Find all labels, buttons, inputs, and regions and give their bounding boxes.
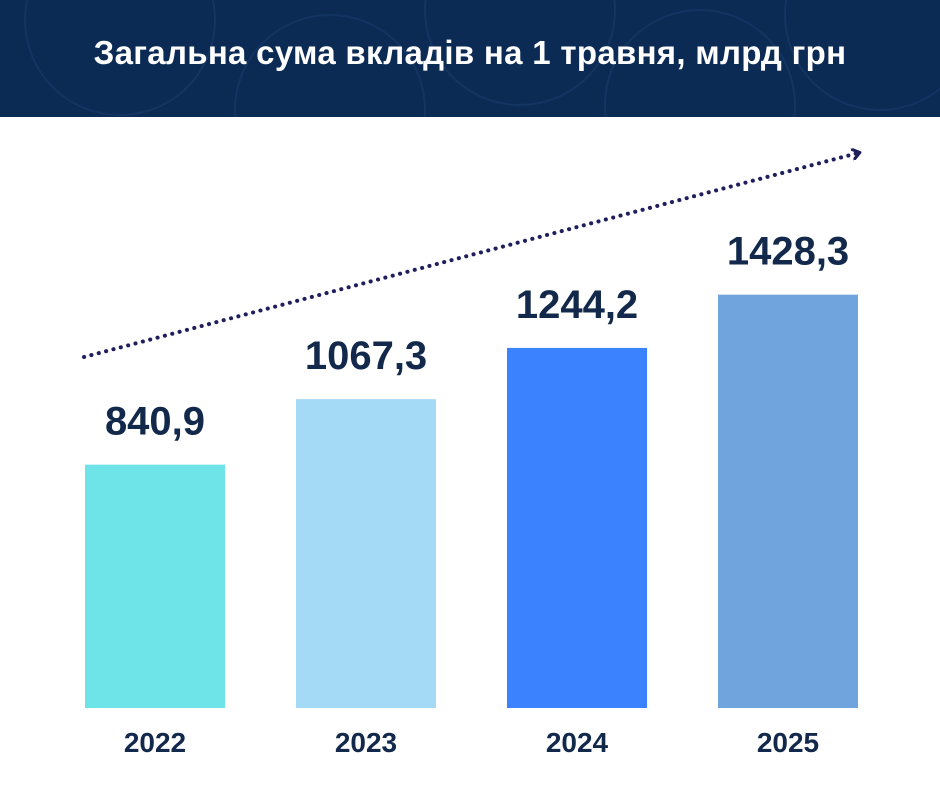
bar-2025 (718, 294, 858, 708)
category-label-2022: 2022 (124, 727, 186, 758)
value-label-2023: 1067,3 (305, 334, 427, 378)
bar-2022 (85, 464, 225, 708)
bar-chart: 840,9 2022 1067,3 2023 1244,2 2024 1428,3 2025 (82, 117, 940, 758)
trend-arrow (82, 153, 858, 359)
bar-2024 (507, 347, 647, 708)
value-label-2025: 1428,3 (727, 230, 849, 274)
chart-title: Загальна сума вкладів на 1 травня, млрд … (93, 34, 847, 71)
value-label-2022: 840,9 (105, 400, 205, 444)
value-label-2024: 1244,2 (516, 283, 638, 327)
category-label-2025: 2025 (757, 727, 819, 758)
header-banner: Загальна сума вкладів на 1 травня, млрд … (0, 0, 940, 117)
bar-2023 (296, 399, 436, 708)
header-pattern (24, 0, 940, 117)
category-label-2023: 2023 (335, 727, 397, 758)
category-label-2024: 2024 (546, 727, 609, 758)
